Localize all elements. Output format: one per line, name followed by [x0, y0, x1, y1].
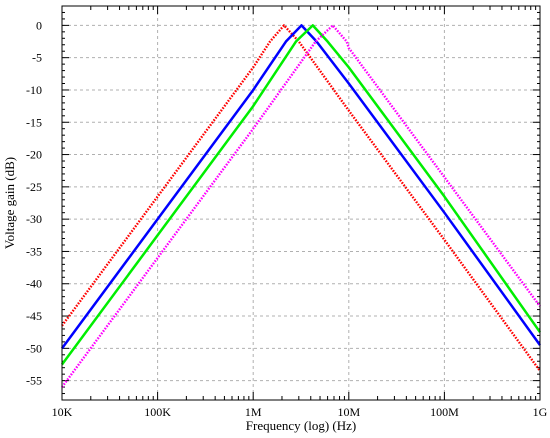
minor-ticks [61, 5, 541, 401]
y-tick-label: -20 [26, 148, 42, 162]
series-line-4 [61, 24, 541, 388]
y-axis-label: Voltage gain (dB) [2, 157, 17, 249]
grid-lines [61, 6, 541, 400]
y-tick-label: 0 [36, 18, 42, 32]
y-tick-label: -40 [26, 277, 42, 291]
x-tick-label: 10K [52, 405, 73, 419]
x-axis-label: Frequency (log) (Hz) [246, 418, 356, 433]
y-tick-label: -30 [26, 212, 42, 226]
y-tick-label: -5 [32, 51, 42, 65]
x-tick-label: 10M [337, 405, 360, 419]
series-line-3 [60, 24, 542, 366]
series-line-2 [60, 24, 542, 350]
y-tick-labels: 0 -5 -10 -15 -20 -25 -30 -35 -40 -45 -50 -55 [26, 18, 42, 387]
x-tick-label: 100K [144, 405, 171, 419]
x-tick-label: 1M [245, 405, 262, 419]
y-tick-label: -45 [26, 309, 42, 323]
y-tick-label: -10 [26, 83, 42, 97]
y-tick-label: -35 [26, 244, 42, 258]
y-tick-label: -55 [26, 374, 42, 388]
series-layer [60, 24, 542, 388]
y-tick-label: -25 [26, 180, 42, 194]
plot-frame [61, 5, 541, 401]
x-tick-label: 1G [533, 405, 548, 419]
y-tick-label: -15 [26, 115, 42, 129]
x-tick-label: 100M [430, 405, 459, 419]
series-line-1 [61, 24, 541, 372]
x-tick-labels: 10K 100K 1M 10M 100M 1G [52, 405, 548, 419]
y-tick-label: -50 [26, 341, 42, 355]
